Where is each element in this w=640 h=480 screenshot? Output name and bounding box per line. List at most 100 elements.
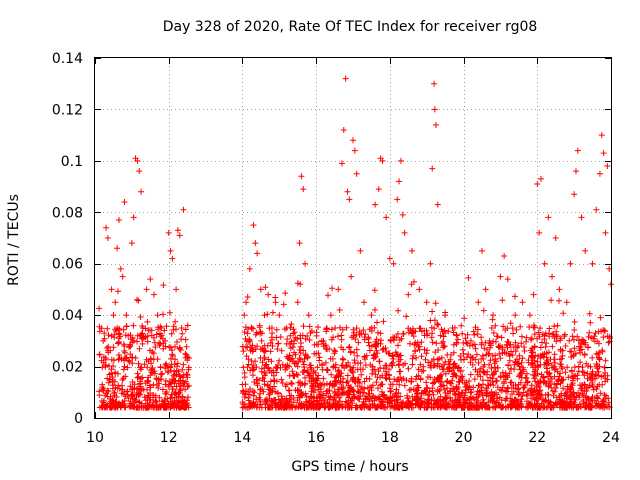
data-point [283, 325, 290, 331]
data-point [108, 286, 115, 293]
dense-data-points [96, 274, 613, 411]
data-point [467, 337, 474, 344]
data-point [178, 325, 185, 331]
y-tick-label: 0.1 [61, 154, 83, 170]
data-point [125, 332, 132, 339]
y-tick-label: 0.14 [52, 51, 83, 67]
data-point [300, 186, 307, 193]
chart-title: Day 328 of 2020, Rate Of TEC Index for r… [163, 19, 538, 35]
data-point [180, 206, 187, 213]
data-point [512, 312, 519, 319]
data-point [110, 312, 117, 319]
data-point [519, 299, 526, 306]
data-point [342, 75, 349, 82]
gridlines [95, 58, 611, 418]
data-point [353, 170, 360, 177]
data-point [298, 173, 305, 180]
data-point [257, 286, 264, 293]
y-axis-label: ROTI / TECUs [6, 194, 22, 286]
y-tick-label: 0.08 [52, 205, 83, 221]
x-tick-label: 20 [455, 430, 473, 446]
data-point [320, 337, 327, 344]
data-point [556, 286, 563, 293]
data-point [600, 150, 607, 157]
data-point [449, 325, 456, 331]
data-point [394, 196, 401, 203]
data-point [541, 260, 548, 267]
data-point [173, 286, 180, 293]
data-point [479, 247, 485, 254]
data-point [582, 247, 589, 254]
data-point [598, 132, 605, 139]
data-points [99, 75, 614, 391]
data-point [121, 199, 128, 205]
x-tick-label: 12 [160, 430, 178, 446]
data-point [276, 312, 283, 319]
data-point [287, 332, 294, 339]
data-point [291, 337, 298, 344]
data-point [526, 312, 533, 319]
data-point [335, 286, 342, 293]
data-point [162, 337, 169, 344]
data-point [128, 240, 135, 247]
data-point [482, 286, 489, 293]
plot-frame [94, 57, 612, 419]
data-point [368, 312, 375, 319]
y-tick-label: 0.02 [52, 360, 83, 376]
data-point [372, 201, 379, 208]
data-point [327, 312, 334, 319]
data-point [423, 299, 430, 306]
data-point [408, 247, 415, 254]
data-point [604, 163, 611, 169]
data-point [432, 121, 439, 128]
data-point [386, 255, 393, 262]
data-point [578, 214, 585, 221]
data-point [123, 312, 130, 319]
y-axis-ticks: 0 0.02 0.04 0.06 0.08 0.1 0.12 0.14 [52, 51, 611, 427]
x-tick-label: 18 [381, 430, 399, 446]
data-point [127, 343, 134, 349]
data-point [545, 214, 552, 221]
data-point [427, 260, 434, 267]
dense-points-path [96, 274, 613, 411]
data-point [552, 235, 559, 241]
data-point [572, 168, 579, 175]
data-point [305, 312, 312, 319]
data-point [176, 232, 183, 239]
data-point [442, 312, 449, 319]
x-tick-label: 16 [307, 430, 325, 446]
data-point [567, 260, 574, 267]
data-point [490, 312, 497, 319]
data-point [530, 291, 537, 298]
data-point [130, 214, 137, 221]
data-point [589, 260, 596, 267]
data-point [460, 350, 467, 357]
x-axis-label: GPS time / hours [291, 459, 408, 475]
data-point [429, 165, 436, 172]
data-point [138, 188, 145, 195]
data-point [351, 147, 358, 154]
data-point [504, 276, 511, 283]
x-tick-label: 14 [234, 430, 252, 446]
data-point [431, 106, 438, 113]
data-point [571, 191, 578, 198]
data-point [241, 312, 248, 319]
x-tick-label: 22 [528, 430, 546, 446]
data-point [104, 235, 111, 241]
data-point [346, 196, 353, 203]
x-tick-label: 24 [602, 430, 620, 446]
data-point [534, 181, 541, 187]
data-point [254, 250, 261, 257]
data-point [405, 291, 412, 298]
data-point [537, 175, 544, 182]
data-point [602, 229, 609, 236]
data-point [302, 260, 309, 267]
data-point [182, 350, 189, 357]
data-point [136, 168, 143, 175]
data-point [150, 291, 157, 298]
data-point [167, 247, 174, 254]
data-point [158, 325, 165, 331]
data-point [272, 299, 279, 306]
data-point [115, 217, 122, 223]
data-point [147, 276, 154, 283]
